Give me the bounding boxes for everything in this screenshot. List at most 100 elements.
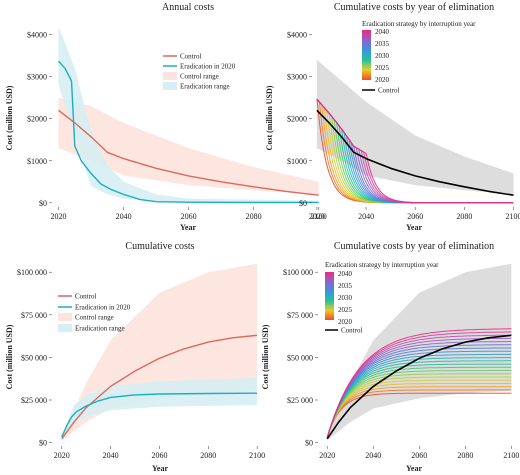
x-tick-label: 2020 (309, 212, 325, 221)
series-line-control (316, 109, 514, 196)
x-tick-label: 2060 (411, 451, 427, 460)
strategy-curve-2039 (326, 331, 512, 438)
x-tick-label: 2100 (503, 451, 519, 460)
legend-label-eradication-range: Eradication range (180, 83, 230, 91)
strategy-curve-2021 (326, 389, 512, 438)
y-tick-label: $0 (39, 439, 47, 448)
colorbar-label-2020: 2020 (375, 76, 390, 84)
y-tick-label: $2000 (287, 115, 307, 124)
x-tick-label: 2060 (181, 212, 197, 221)
x-tick-label: 2080 (200, 451, 216, 460)
y-tick-label: $25 000 (287, 396, 313, 405)
y-tick-label: $50 000 (21, 353, 47, 362)
x-tick-label: 2060 (151, 451, 167, 460)
panel-annual-costs: Annual costs 2020 2040 2060 2080 2100 $0 $1000… (5, 2, 327, 232)
x-tick-label: 2080 (456, 212, 472, 221)
series-lines (326, 334, 512, 440)
chart-title: Cumulative costs by year of elimination (334, 2, 494, 13)
legend-swatch-control-range (163, 72, 177, 80)
x-axis-label: Year (406, 464, 422, 473)
strategy-curve-2040 (326, 328, 512, 438)
legend-label-control-range: Control range (75, 314, 114, 322)
y-axis-label: Cost (million USD) (5, 324, 14, 389)
series-line-eradication-in-2020 (57, 60, 319, 204)
ranges (327, 263, 512, 441)
chart-title: Cumulative costs (125, 241, 194, 252)
legend-colorbar (325, 272, 334, 320)
x-tick-label: 2100 (311, 212, 327, 221)
strategy-curve-2028 (326, 366, 512, 438)
panel-cumulative-costs: Cumulative costs 2020 2040 2060 2080 2100 $0 $… (5, 241, 265, 473)
strategy-curve-2030 (326, 360, 512, 438)
range-band-control-range (58, 97, 319, 195)
axes: 2020 2040 2060 2080 2100 $0 $25 000 $50 000 $75 … (17, 268, 265, 460)
strategy-curve-2040 (316, 98, 514, 204)
x-tick-label: 2080 (246, 212, 262, 221)
legend-title: Eradication strategy by interruption yea… (325, 261, 439, 269)
colorbar-label-2035: 2035 (338, 282, 353, 290)
panel-costs-by-elimination-bottom: Cumulative costs by year of elimination … (261, 241, 519, 473)
legend-label-control: Control (180, 53, 201, 61)
legend-label-eradication-range: Eradication range (75, 325, 125, 333)
chart-title: Cumulative costs by year of elimination (334, 241, 494, 252)
legend-swatch-eradication-range (163, 82, 177, 90)
y-tick-label: $3000 (287, 73, 307, 82)
strategy-curve-2036 (326, 341, 512, 438)
legend: Eradication strategy by interruption yea… (325, 261, 439, 335)
range-band-control-range (327, 263, 512, 441)
series-line-control (61, 334, 258, 440)
legend-label-eradication: Eradication in 2020 (75, 304, 131, 312)
legend-label-control: Control (341, 327, 362, 335)
x-axis-label: Year (180, 223, 196, 232)
series-line-control (58, 109, 319, 196)
colorbar-label-2030: 2030 (338, 294, 353, 302)
series-line-eradication-in-2020 (61, 392, 258, 438)
legend: Control Eradication in 2020 Control rang… (163, 53, 236, 91)
legend: Eradication strategy by interruption yea… (362, 20, 476, 95)
strategy-curve-2024 (326, 379, 512, 438)
x-tick-label: 2040 (103, 451, 119, 460)
strategy-curves (316, 98, 514, 204)
y-tick-label: $75 000 (21, 311, 47, 320)
colorbar-label-2025: 2025 (375, 64, 390, 72)
x-tick-label: 2020 (319, 451, 335, 460)
legend: Control Eradication in 2020 Control rang… (58, 293, 131, 333)
x-tick-label: 2100 (249, 451, 265, 460)
colorbar-label-2040: 2040 (375, 28, 390, 36)
axes: 2020 2040 2060 2080 2100 $0 $25 000 $50 000 $75 … (283, 268, 519, 460)
x-axis-label: Year (152, 464, 168, 473)
y-tick-label: $100 000 (17, 268, 47, 277)
x-tick-label: 2040 (358, 212, 374, 221)
series-lines (61, 334, 258, 440)
legend-swatch-control-range (58, 313, 72, 321)
ranges (61, 263, 258, 441)
y-tick-label: $0 (305, 439, 313, 448)
axes: 2020 2040 2060 2080 2100 $0 $1000 $2000 $3000 $40… (287, 31, 520, 221)
x-tick-label: 2080 (457, 451, 473, 460)
series-lines (57, 60, 319, 204)
panel-costs-by-elimination-top: Cumulative costs by year of elimination … (265, 2, 520, 232)
y-tick-label: $4000 (27, 31, 47, 40)
series-lines (316, 109, 514, 196)
legend-label-control: Control (378, 87, 399, 95)
strategy-curve-2022 (326, 386, 512, 438)
chart-title: Annual costs (162, 2, 214, 13)
y-tick-label: $3000 (27, 73, 47, 82)
strategy-curve-2034 (326, 347, 512, 438)
y-tick-label: $25 000 (21, 396, 47, 405)
strategy-curve-2038 (326, 334, 512, 438)
strategy-curve-2026 (326, 373, 512, 438)
colorbar-label-2040: 2040 (338, 270, 353, 278)
y-axis-label: Cost (million USD) (261, 324, 270, 389)
legend-colorbar (362, 30, 371, 80)
y-tick-label: $75 000 (287, 311, 313, 320)
legend-label-control: Control (75, 293, 96, 301)
y-axis-label: Cost (million USD) (265, 85, 274, 150)
x-tick-label: 2040 (365, 451, 381, 460)
ranges (58, 26, 319, 203)
x-tick-label: 2020 (54, 451, 70, 460)
legend-label-control-range: Control range (180, 73, 219, 81)
strategy-curve-2035 (326, 344, 512, 438)
y-tick-label: $1000 (27, 157, 47, 166)
x-tick-label: 2040 (116, 212, 132, 221)
